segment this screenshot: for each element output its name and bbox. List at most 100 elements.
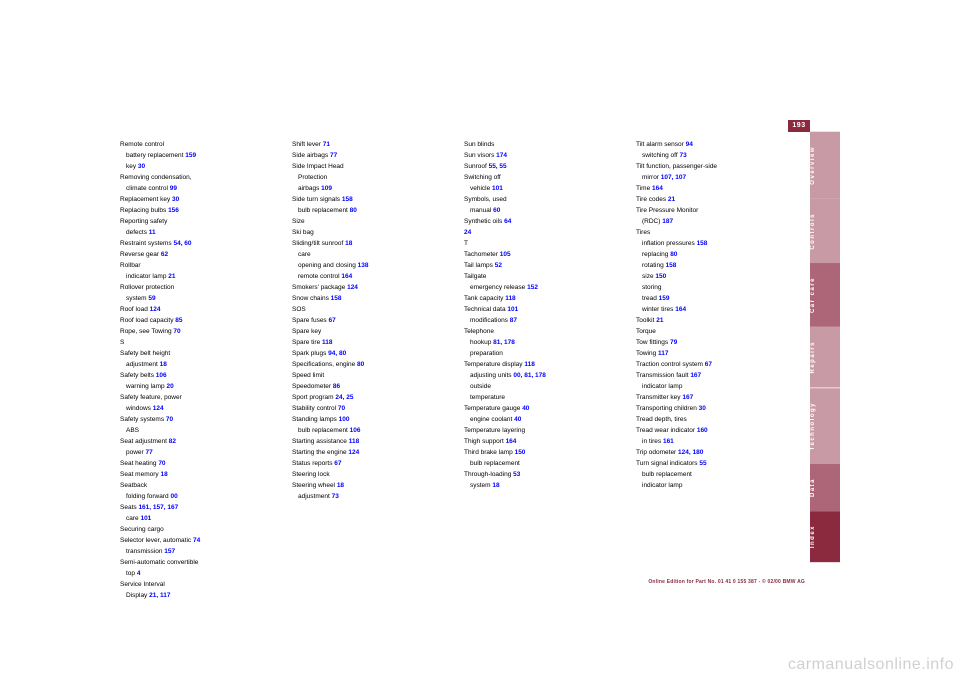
index-page-ref[interactable]: 109	[321, 185, 332, 192]
index-page-ref[interactable]: 40	[514, 416, 521, 423]
index-page-ref[interactable]: 118	[524, 361, 535, 368]
index-page-ref[interactable]: 107, 107	[661, 174, 686, 181]
index-page-ref[interactable]: 158	[666, 262, 677, 269]
index-page-ref[interactable]: 124	[150, 306, 161, 313]
index-page-ref[interactable]: 18	[160, 471, 167, 478]
index-page-ref[interactable]: 86	[333, 383, 340, 390]
index-page-ref[interactable]: 150	[515, 449, 526, 456]
index-page-ref[interactable]: 106	[156, 372, 167, 379]
index-page-ref[interactable]: 118	[322, 339, 333, 346]
index-page-ref[interactable]: 161	[663, 438, 674, 445]
index-page-ref[interactable]: 64	[504, 218, 511, 225]
index-page-ref[interactable]: 70	[338, 405, 345, 412]
index-page-ref[interactable]: 161, 157, 167	[138, 504, 178, 511]
index-page-ref[interactable]: 81, 178	[493, 339, 515, 346]
index-page-ref[interactable]: 59	[148, 295, 155, 302]
index-page-ref[interactable]: 55, 55	[489, 163, 507, 170]
index-page-ref[interactable]: 124, 180	[678, 449, 703, 456]
index-page-ref[interactable]: 11	[149, 229, 156, 236]
index-page-ref[interactable]: 30	[138, 163, 145, 170]
index-page-ref[interactable]: 18	[337, 482, 344, 489]
tab-controls[interactable]: Controls	[810, 199, 840, 264]
index-page-ref[interactable]: 67	[705, 361, 712, 368]
index-page-ref[interactable]: 124	[153, 405, 164, 412]
index-page-ref[interactable]: 159	[185, 152, 196, 159]
index-page-ref[interactable]: 80	[670, 251, 677, 258]
index-page-ref[interactable]: 101	[140, 515, 151, 522]
index-page-ref[interactable]: 80	[357, 361, 364, 368]
index-page-ref[interactable]: 152	[527, 284, 538, 291]
index-page-ref[interactable]: 164	[652, 185, 663, 192]
index-page-ref[interactable]: 167	[690, 372, 701, 379]
index-page-ref[interactable]: 21	[656, 317, 663, 324]
index-page-ref[interactable]: 71	[323, 141, 330, 148]
index-page-ref[interactable]: 94	[686, 141, 693, 148]
index-page-ref[interactable]: 158	[331, 295, 342, 302]
index-page-ref[interactable]: 55	[699, 460, 706, 467]
index-page-ref[interactable]: 101	[492, 185, 503, 192]
index-page-ref[interactable]: 70	[173, 328, 180, 335]
index-page-ref[interactable]: 187	[662, 218, 673, 225]
index-page-ref[interactable]: 4	[137, 570, 141, 577]
index-page-ref[interactable]: 159	[659, 295, 670, 302]
index-page-ref[interactable]: 101	[507, 306, 518, 313]
tab-data[interactable]: Data	[810, 464, 840, 511]
index-page-ref[interactable]: 21	[168, 273, 175, 280]
index-page-ref[interactable]: 164	[506, 438, 517, 445]
index-page-ref[interactable]: 99	[170, 185, 177, 192]
index-page-ref[interactable]: 52	[495, 262, 502, 269]
index-page-ref[interactable]: 167	[682, 394, 693, 401]
index-page-ref[interactable]: 105	[500, 251, 511, 258]
index-page-ref[interactable]: 30	[699, 405, 706, 412]
index-page-ref[interactable]: 117	[658, 350, 669, 357]
index-page-ref[interactable]: 157	[164, 548, 175, 555]
index-page-ref[interactable]: 156	[168, 207, 179, 214]
tab-index[interactable]: Index	[810, 511, 840, 562]
index-page-ref[interactable]: 73	[332, 493, 339, 500]
index-page-ref[interactable]: 80	[350, 207, 357, 214]
index-page-ref[interactable]: 124	[347, 284, 358, 291]
index-page-ref[interactable]: 160	[697, 427, 708, 434]
index-page-ref[interactable]: 77	[146, 449, 153, 456]
index-page-ref[interactable]: 24	[464, 229, 471, 236]
index-page-ref[interactable]: 00	[170, 493, 177, 500]
index-page-ref[interactable]: 24, 25	[335, 394, 353, 401]
index-page-ref[interactable]: 18	[492, 482, 499, 489]
index-page-ref[interactable]: 77	[330, 152, 337, 159]
index-page-ref[interactable]: 85	[175, 317, 182, 324]
index-page-ref[interactable]: 118	[505, 295, 516, 302]
tab-technology[interactable]: Technology	[810, 388, 840, 464]
index-page-ref[interactable]: 158	[697, 240, 708, 247]
index-page-ref[interactable]: 164	[341, 273, 352, 280]
tab-car-care[interactable]: Car care	[810, 263, 840, 327]
index-page-ref[interactable]: 21, 117	[149, 592, 170, 599]
index-page-ref[interactable]: 164	[675, 306, 686, 313]
index-page-ref[interactable]: 79	[670, 339, 677, 346]
index-page-ref[interactable]: 18	[345, 240, 352, 247]
index-page-ref[interactable]: 74	[193, 537, 200, 544]
index-page-ref[interactable]: 21	[668, 196, 675, 203]
index-page-ref[interactable]: 70	[158, 460, 165, 467]
tab-overview[interactable]: Overview	[810, 132, 840, 199]
index-page-ref[interactable]: 70	[166, 416, 173, 423]
index-page-ref[interactable]: 150	[655, 273, 666, 280]
index-page-ref[interactable]: 94, 80	[328, 350, 346, 357]
index-page-ref[interactable]: 54, 60	[173, 240, 191, 247]
index-page-ref[interactable]: 174	[496, 152, 507, 159]
index-page-ref[interactable]: 82	[169, 438, 176, 445]
index-page-ref[interactable]: 53	[513, 471, 520, 478]
index-page-ref[interactable]: 106	[350, 427, 361, 434]
tab-repairs[interactable]: Repairs	[810, 327, 840, 388]
index-page-ref[interactable]: 18	[160, 361, 167, 368]
index-page-ref[interactable]: 20	[166, 383, 173, 390]
index-page-ref[interactable]: 158	[342, 196, 353, 203]
index-page-ref[interactable]: 118	[349, 438, 360, 445]
index-page-ref[interactable]: 67	[334, 460, 341, 467]
index-page-ref[interactable]: 73	[679, 152, 686, 159]
index-page-ref[interactable]: 138	[358, 262, 369, 269]
index-page-ref[interactable]: 62	[161, 251, 168, 258]
index-page-ref[interactable]: 67	[329, 317, 336, 324]
index-page-ref[interactable]: 100	[339, 416, 350, 423]
index-page-ref[interactable]: 124	[348, 449, 359, 456]
index-page-ref[interactable]: 40	[522, 405, 529, 412]
